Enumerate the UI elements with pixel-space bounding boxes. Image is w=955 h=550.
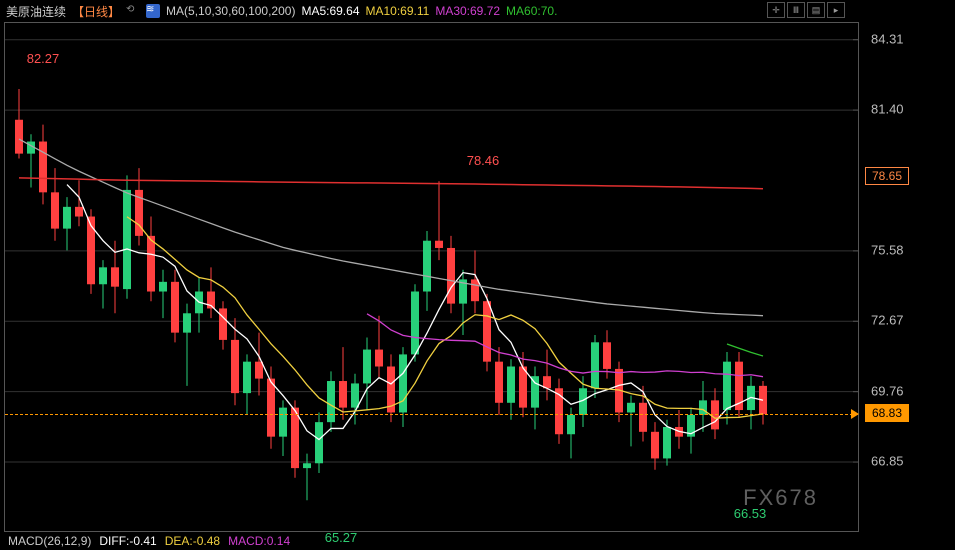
timeframe-label[interactable]: 【日线】 bbox=[72, 3, 120, 20]
crosshair-icon[interactable]: ✛ bbox=[767, 2, 785, 18]
last-price-line bbox=[5, 414, 858, 415]
chart-toolbar: ✛ Ⅲ ▤ ▸ bbox=[767, 2, 845, 18]
price-arrow-icon bbox=[851, 409, 859, 419]
ma30-value: MA30:69.72 bbox=[435, 4, 500, 18]
y-tick-label: 66.85 bbox=[871, 454, 904, 469]
y-tick-label: 84.31 bbox=[871, 31, 904, 46]
symbol-name[interactable]: 美原油连续 bbox=[6, 3, 66, 20]
y-tick-label: 75.58 bbox=[871, 242, 904, 257]
last-price-box: 68.83 bbox=[865, 404, 909, 422]
macd-value: MACD:0.14 bbox=[228, 534, 290, 548]
panel-icon[interactable]: ▤ bbox=[807, 2, 825, 18]
dea-value: DEA:-0.48 bbox=[165, 534, 220, 548]
ma5-value: MA5:69.64 bbox=[301, 4, 359, 18]
ma60-value: MA60:70. bbox=[506, 4, 557, 18]
chart-root: 美原油连续 【日线】 ⟲ ≋ MA(5,10,30,60,100,200) MA… bbox=[0, 0, 955, 550]
ma10-value: MA10:69.11 bbox=[366, 4, 430, 18]
refresh-icon[interactable]: ⟲ bbox=[126, 4, 140, 18]
price-annotation: 65.27 bbox=[325, 530, 358, 545]
indicator-icon[interactable]: ≋ bbox=[146, 4, 160, 18]
price-annotation: 78.46 bbox=[467, 153, 500, 168]
diff-value: DIFF:-0.41 bbox=[99, 534, 156, 548]
macd-label: MACD(26,12,9) bbox=[8, 534, 91, 548]
y-axis: 84.31 81.40 75.58 72.67 69.76 66.85 78.65 68.83 bbox=[863, 22, 951, 532]
macd-header: MACD(26,12,9) DIFF:-0.41 DEA:-0.48 MACD:… bbox=[8, 534, 290, 548]
play-icon[interactable]: ▸ bbox=[827, 2, 845, 18]
y-tick-label: 81.40 bbox=[871, 102, 904, 117]
watermark: FX678 bbox=[743, 485, 818, 511]
reference-price-box: 78.65 bbox=[865, 167, 909, 185]
y-tick-label: 72.67 bbox=[871, 313, 904, 328]
ma-settings-label[interactable]: MA(5,10,30,60,100,200) bbox=[166, 4, 295, 18]
y-tick-label: 69.76 bbox=[871, 383, 904, 398]
price-annotation: 82.27 bbox=[27, 51, 60, 66]
price-plot[interactable]: 82.2778.4665.2766.53 FX678 bbox=[4, 22, 859, 532]
candlestick-svg bbox=[5, 23, 858, 531]
bars-icon[interactable]: Ⅲ bbox=[787, 2, 805, 18]
